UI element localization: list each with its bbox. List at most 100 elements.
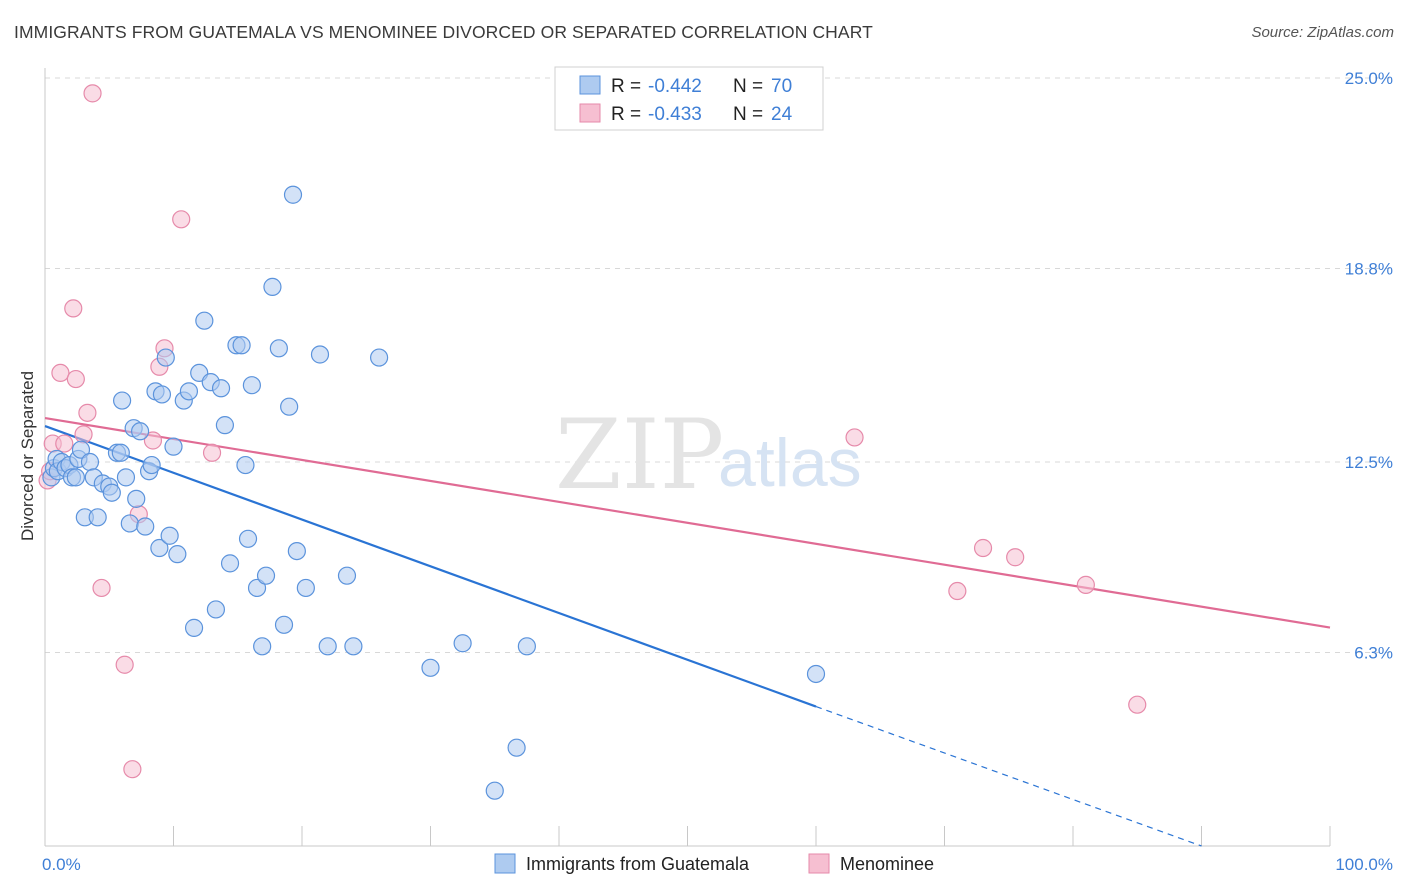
data-point-guatemala: [453, 634, 472, 653]
data-point-guatemala: [220, 554, 240, 573]
data-point-guatemala: [507, 738, 526, 757]
trend-line-menominee: [44, 416, 1331, 629]
y-axis-label: Divorced or Separated: [18, 371, 37, 541]
data-point-guatemala: [269, 339, 288, 358]
data-point-guatemala: [179, 382, 199, 401]
legend-n-value: 70: [771, 76, 792, 97]
data-point-guatemala: [485, 781, 504, 800]
data-point-guatemala: [232, 336, 251, 355]
data-point-menominee: [78, 403, 97, 422]
data-point-guatemala: [344, 637, 363, 656]
data-points: [38, 84, 1147, 800]
data-point-guatemala: [66, 468, 85, 487]
data-point-guatemala: [283, 185, 303, 204]
data-point-guatemala: [116, 468, 136, 487]
data-point-guatemala: [206, 600, 226, 619]
data-point-guatemala: [421, 658, 440, 677]
watermark-atlas: atlas: [718, 425, 862, 501]
data-point-guatemala: [236, 455, 255, 475]
watermark-zip: ZIP: [555, 399, 724, 511]
data-point-guatemala: [136, 517, 155, 536]
data-point-guatemala: [318, 637, 337, 656]
legend-n-label: N =: [733, 76, 763, 97]
data-point-menominee: [143, 431, 163, 450]
y-tick-label: 25.0%: [1345, 69, 1393, 88]
bottom-legend-label: Immigrants from Guatemala: [526, 854, 750, 874]
data-point-guatemala: [168, 545, 187, 564]
axes: [44, 68, 1331, 847]
legend-r-label: R =: [611, 104, 641, 125]
data-point-guatemala: [247, 578, 267, 598]
data-point-guatemala: [337, 566, 357, 585]
y-tick-label: 6.3%: [1354, 643, 1393, 662]
data-point-guatemala: [150, 538, 169, 558]
data-point-guatemala: [256, 566, 276, 585]
data-point-guatemala: [112, 391, 132, 410]
data-point-menominee: [66, 369, 85, 389]
data-point-guatemala: [310, 345, 330, 364]
data-point-menominee: [64, 299, 83, 318]
data-point-guatemala: [102, 483, 121, 502]
data-point-menominee: [948, 581, 967, 601]
data-point-menominee: [1128, 695, 1147, 714]
data-point-guatemala: [142, 455, 161, 475]
legend-n-label: N =: [733, 104, 763, 125]
data-point-guatemala: [806, 664, 826, 684]
legend-r-value: -0.433: [648, 104, 702, 125]
data-point-guatemala: [517, 637, 536, 656]
y-tick-label: 18.8%: [1345, 259, 1393, 278]
chart-title: IMMIGRANTS FROM GUATEMALA VS MENOMINEE D…: [14, 22, 873, 42]
source-credit: Source: ZipAtlas.com: [1251, 24, 1394, 41]
data-point-menominee: [202, 443, 222, 462]
data-point-guatemala: [263, 277, 282, 296]
data-point-menominee: [55, 434, 74, 453]
data-point-guatemala: [127, 489, 146, 508]
data-point-guatemala: [88, 508, 107, 527]
trend-line-guatemala: [44, 425, 817, 708]
data-point-guatemala: [71, 440, 91, 459]
data-point-guatemala: [111, 443, 130, 462]
bottom-legend: Immigrants from Guatemala Menominee: [494, 853, 934, 874]
bottom-legend-label: Menominee: [840, 854, 934, 874]
legend-n-value: 24: [771, 104, 793, 125]
data-point-menominee: [845, 428, 864, 447]
grid: [45, 77, 1390, 653]
data-point-menominee: [92, 578, 111, 598]
data-point-guatemala: [184, 618, 204, 637]
data-point-menominee: [1076, 575, 1095, 594]
data-point-guatemala: [160, 526, 179, 545]
data-point-menominee: [115, 655, 134, 674]
data-point-guatemala: [287, 541, 306, 561]
legend-swatch-blue: [579, 75, 601, 95]
data-point-guatemala: [274, 615, 294, 634]
data-point-menominee: [123, 760, 142, 779]
data-point-guatemala: [238, 529, 258, 548]
data-point-menominee: [172, 210, 191, 229]
data-point-guatemala: [296, 578, 315, 598]
legend-r-label: R =: [611, 76, 641, 97]
data-point-guatemala: [152, 385, 172, 404]
trend-lines: [44, 416, 1331, 847]
watermark: ZIP atlas: [555, 399, 862, 511]
data-point-guatemala: [242, 376, 261, 395]
data-point-guatemala: [195, 311, 214, 330]
bottom-legend-swatch-blue: [494, 853, 516, 874]
data-point-menominee: [973, 538, 993, 558]
x-tick-label: 100.0%: [1335, 855, 1393, 874]
data-point-guatemala: [215, 416, 234, 435]
data-point-guatemala: [120, 514, 139, 533]
bottom-legend-swatch-pink: [808, 853, 830, 874]
y-tick-label: 12.5%: [1345, 453, 1393, 472]
data-point-guatemala: [156, 348, 175, 367]
data-point-guatemala: [253, 637, 272, 656]
data-point-menominee: [1006, 548, 1025, 567]
data-point-guatemala: [280, 397, 299, 416]
data-point-guatemala: [370, 348, 389, 367]
data-point-guatemala: [164, 437, 183, 456]
legend-box: R = -0.442 N = 70 R = -0.433 N = 24: [554, 66, 824, 131]
legend-r-value: -0.442: [648, 76, 702, 97]
data-point-menominee: [51, 363, 70, 383]
legend-swatch-pink: [579, 103, 601, 123]
data-point-menominee: [74, 425, 93, 444]
